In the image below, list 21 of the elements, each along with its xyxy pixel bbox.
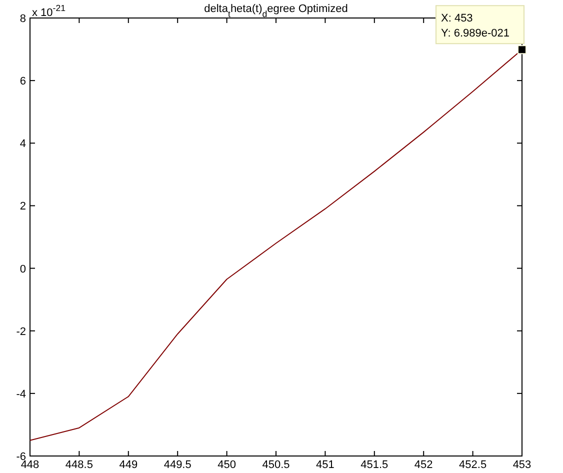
x-tick-label: 451 xyxy=(316,459,334,471)
x-tick-label: 450.5 xyxy=(262,459,290,471)
x-tick-label: 449 xyxy=(119,459,138,471)
chart-title: delta$_{t}$heta(t)$_{d}$egree Optimized xyxy=(204,3,348,19)
y-tick-label: 0 xyxy=(20,263,26,276)
annotation: x 10$^{-21}$ xyxy=(32,3,66,19)
x-tick-label: 449.5 xyxy=(164,459,192,471)
y-tick-label: 8 xyxy=(20,13,26,25)
y-tick-label: 6 xyxy=(20,76,26,88)
y-tick-label: -2 xyxy=(16,326,26,338)
x-tick-label: 450 xyxy=(218,459,236,471)
x-tick-label: 452 xyxy=(414,459,433,471)
y-tick-label: 4 xyxy=(20,138,26,150)
y-tick-label: 2 xyxy=(20,200,26,213)
x-tick-label: 448 xyxy=(20,459,40,471)
x-tick-label: 451.5 xyxy=(360,459,388,471)
x-tick-label: 448.5 xyxy=(65,459,93,471)
annotation: X: 453 Y: 6.989e-021 xyxy=(441,12,510,40)
x-tick-label: 452.5 xyxy=(459,459,487,471)
y-tick-label: -4 xyxy=(16,388,26,400)
x-tick-label: 453 xyxy=(512,459,532,471)
